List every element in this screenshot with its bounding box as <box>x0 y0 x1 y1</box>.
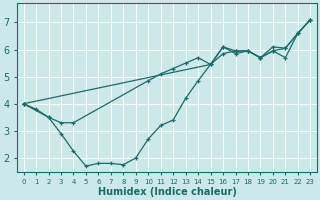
X-axis label: Humidex (Indice chaleur): Humidex (Indice chaleur) <box>98 187 236 197</box>
